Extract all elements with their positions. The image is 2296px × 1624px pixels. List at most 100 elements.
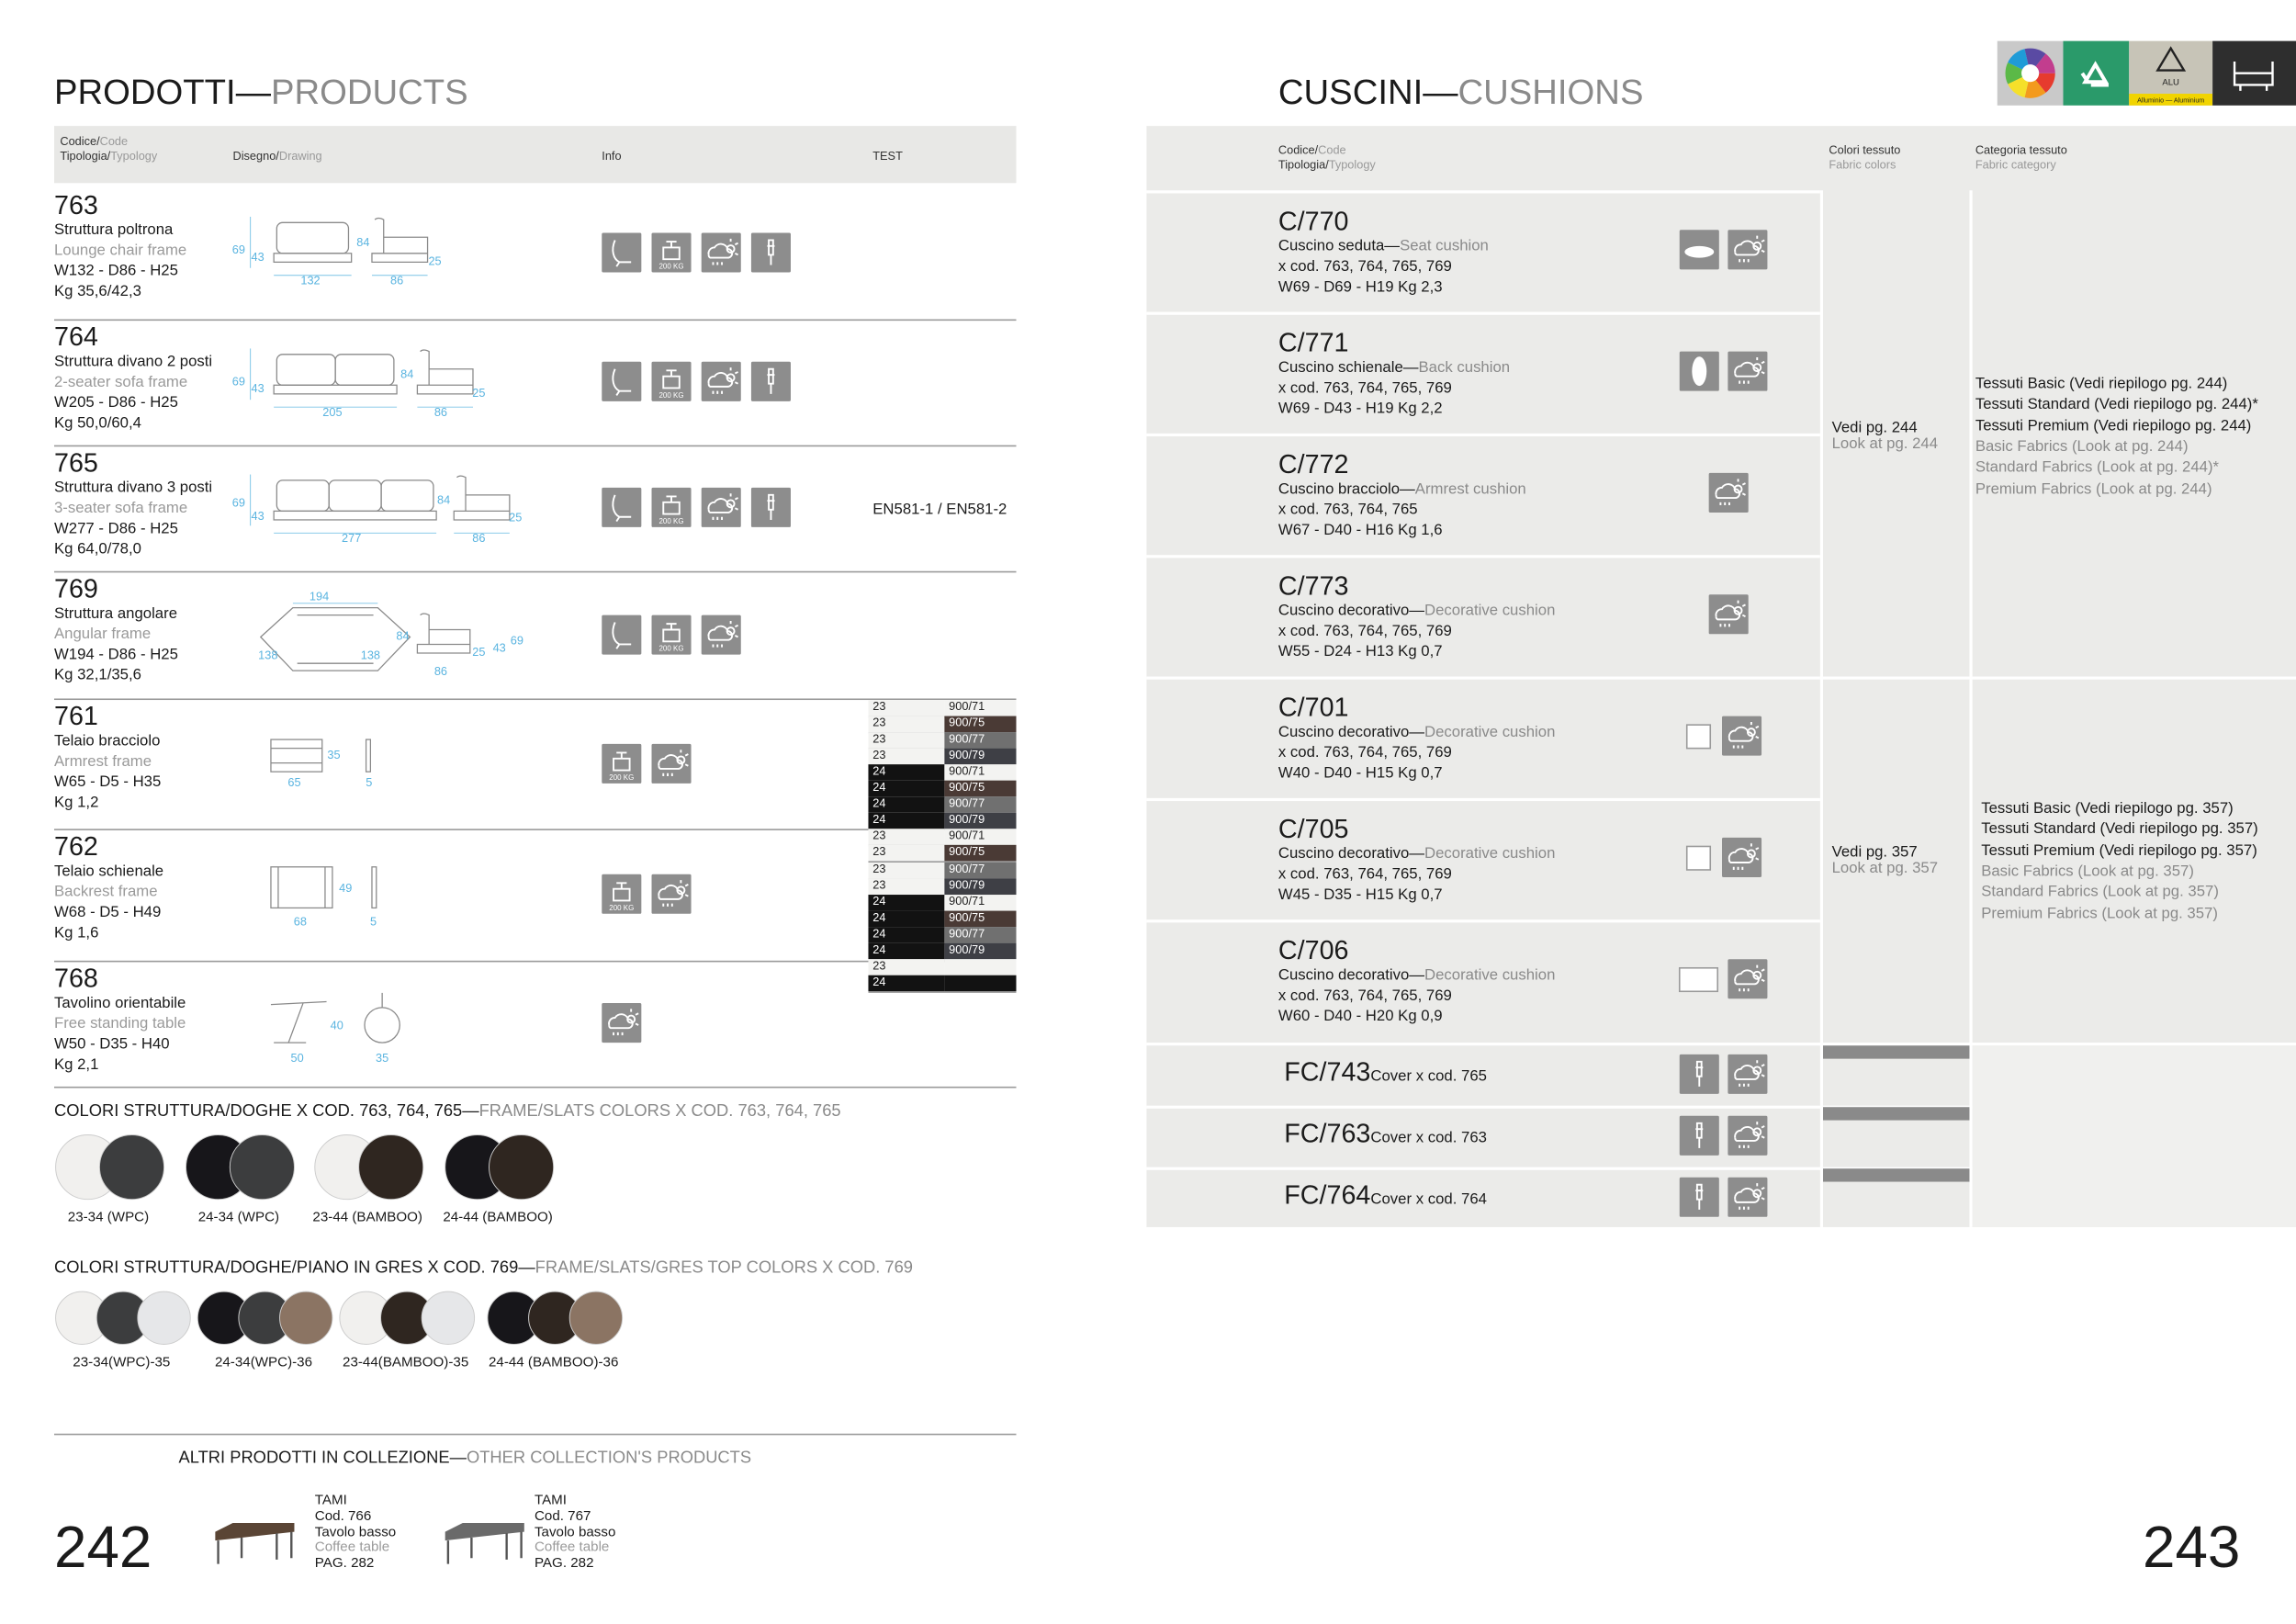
- icon-bg: [602, 232, 642, 273]
- cover-color-bar: [1823, 1045, 1970, 1059]
- product-code: 763: [53, 190, 98, 220]
- fabric-category-en: Basic Fabrics (Look at pg. 357): [1981, 862, 2194, 880]
- drawing-dimension: 86: [434, 664, 447, 678]
- icon-glyph: [662, 495, 681, 515]
- cushion-dims: W55 - D24 - H13 Kg 0,7: [1277, 642, 1443, 660]
- icon-glyph: [1684, 245, 1715, 258]
- finish-cell: 24: [868, 910, 945, 927]
- icon-glyph: [612, 621, 632, 648]
- swatch-label: 24-34 (WPC): [197, 1209, 280, 1226]
- icon-glyph: [662, 749, 689, 776]
- finish-code: 900/77: [949, 926, 985, 940]
- icon-seat-cushion: [1679, 230, 1719, 270]
- fabric-category: Tessuti Basic (Vedi riepilogo pg. 357): [1981, 799, 2234, 818]
- swatch-label: 24-44 (BAMBOO): [443, 1209, 553, 1226]
- icon-bg: [1722, 716, 1762, 756]
- text-part: Seat cushion: [1400, 237, 1489, 255]
- finish-code: 900/79: [949, 942, 985, 956]
- icon-glyph: [676, 885, 686, 896]
- alu-caption: Alluminio — Aluminium: [2137, 97, 2204, 105]
- finish-divider: [868, 991, 1017, 992]
- icon-bg: [1728, 1177, 1768, 1217]
- icon-pin: [750, 361, 791, 401]
- fabric-category-en: Basic Fabrics (Look at pg. 244): [1975, 437, 2189, 456]
- finish-code: 900/79: [949, 813, 985, 827]
- swatch-group: [445, 1134, 555, 1201]
- icon-weather: [1728, 230, 1768, 270]
- drawing-frame: [273, 253, 353, 264]
- other-type: Tavolo basso: [534, 1524, 616, 1541]
- drawing-dimension: 25: [509, 511, 522, 524]
- icon-glyph: [726, 626, 736, 636]
- product-weight: Kg 50,0/60,4: [53, 414, 141, 433]
- icon-glyph: [662, 622, 681, 642]
- icon-bg: [602, 487, 642, 527]
- text-part: Decorative cushion: [1424, 966, 1556, 985]
- finish-code: 23: [872, 958, 886, 973]
- page-title: CUSCINI—CUSHIONS: [1278, 73, 1644, 114]
- header-code: Codice/Code: [60, 135, 128, 149]
- cushion-code: C/770: [1277, 206, 1349, 236]
- finish-code: 23: [872, 845, 886, 859]
- finish-cell: 23: [868, 877, 945, 895]
- drawing-dimension: 194: [310, 590, 329, 603]
- icon-bg: [1679, 1054, 1719, 1094]
- drawing-cushion: [380, 479, 434, 513]
- column-divider: [1969, 190, 1973, 1227]
- row-divider: [53, 829, 1017, 830]
- cushion-name: Cuscino bracciolo—Armrest cushion: [1278, 480, 1526, 498]
- icon-label: 200 KG: [659, 517, 684, 525]
- swatch-label: 23-34(WPC)-35: [73, 1354, 171, 1371]
- row-divider: [1146, 1105, 2296, 1109]
- icon-weather: [1708, 472, 1749, 513]
- drawing-dimension: 43: [493, 640, 506, 654]
- icon-load: 200 KG: [651, 487, 692, 527]
- icon-bg: [602, 614, 642, 654]
- product-name: Struttura divano 3 posti: [53, 479, 213, 497]
- icon-label: 200 KG: [659, 263, 684, 271]
- product-drawing: 69 43 132 84 25 86: [232, 216, 442, 287]
- product-weight: Kg 35,6/42,3: [53, 282, 141, 300]
- icon-bg: [750, 232, 791, 273]
- product-drawing: 35 65 5: [270, 739, 372, 789]
- icon-weather: [1722, 716, 1762, 756]
- icon-glyph: [1739, 964, 1765, 992]
- other-code: Cod. 767: [534, 1508, 591, 1525]
- drawing-dimension: 50: [291, 1051, 304, 1065]
- icon-bg: [1722, 837, 1762, 877]
- fabric-colors-en: Look at pg. 244: [1831, 434, 1939, 453]
- fabric-category: Tessuti Standard (Vedi riepilogo pg. 244…: [1975, 395, 2258, 414]
- icon-glyph: [1733, 484, 1743, 494]
- drawing-dimension: 69: [232, 242, 245, 256]
- product-drawing: 40 50 35: [270, 992, 400, 1065]
- text-part: Cuscino decorativo—: [1277, 966, 1425, 985]
- product-code: 764: [53, 321, 98, 352]
- fabric-category: Tessuti Standard (Vedi riepilogo pg. 357…: [1981, 820, 2258, 839]
- finish-cell: 24: [868, 781, 945, 797]
- icon-weather: [1722, 837, 1762, 877]
- icon-shape: [1685, 724, 1712, 750]
- thumbnail-legs: [217, 1531, 293, 1564]
- icon-glyph: [712, 620, 739, 647]
- icon-bg: [602, 743, 642, 784]
- drawing-frame: [259, 606, 411, 671]
- drawing-side: [365, 739, 372, 773]
- icon-glyph: [726, 244, 736, 254]
- row-divider: [53, 960, 1017, 963]
- row-divider: [53, 319, 1017, 321]
- product-dimensions: W277 - D86 - H25: [53, 519, 178, 538]
- text-part: Disegno/: [232, 149, 279, 163]
- header-drawing: Disegno/Drawing: [233, 150, 322, 164]
- fabric-colors: Vedi pg. 357: [1831, 843, 1918, 862]
- product-code: 769: [53, 573, 98, 603]
- product-code: 765: [53, 447, 98, 478]
- drawing-side: [453, 475, 511, 521]
- icon-bg: [750, 361, 791, 401]
- icon-seat: [602, 487, 642, 527]
- fabric-category-en: Premium Fabrics (Look at pg. 244): [1975, 479, 2212, 498]
- finish-cell: [944, 975, 1017, 992]
- text-part: Code: [99, 134, 129, 149]
- icon-glyph: [613, 1009, 639, 1036]
- icon-seat: [602, 614, 642, 654]
- icon-load: 200 KG: [651, 232, 692, 273]
